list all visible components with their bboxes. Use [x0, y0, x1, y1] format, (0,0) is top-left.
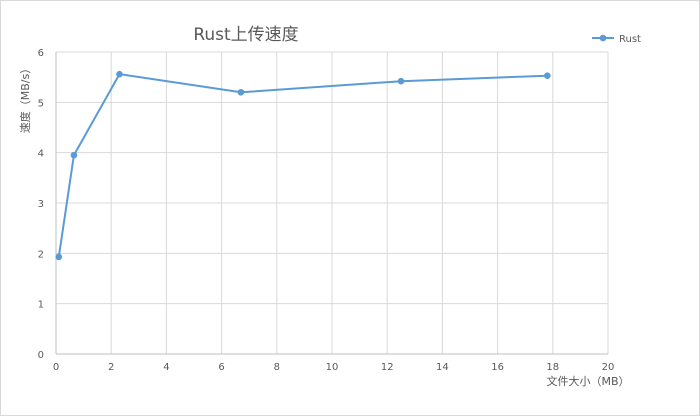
y-tick-label: 1 — [38, 300, 44, 311]
legend: Rust — [592, 34, 641, 45]
x-tick-label: 6 — [218, 362, 224, 373]
x-tick-label: 10 — [326, 362, 339, 373]
y-tick-label: 4 — [38, 149, 44, 160]
data-point — [237, 88, 245, 96]
y-tick-label: 5 — [38, 98, 44, 109]
y-tick-label: 0 — [38, 350, 44, 361]
series-layer — [55, 70, 551, 261]
x-tick-label: 2 — [108, 362, 114, 373]
x-tick-label: 4 — [163, 362, 169, 373]
data-point — [116, 70, 123, 78]
y-axis-label: 速度（MB/s） — [18, 63, 32, 133]
x-tick-label: 20 — [602, 362, 615, 373]
data-point — [397, 77, 405, 85]
series-line-rust — [57, 73, 548, 258]
grid-lines — [56, 51, 609, 354]
legend-label: Rust — [619, 34, 641, 45]
legend-marker — [599, 34, 607, 42]
data-point — [70, 151, 78, 159]
data-point — [543, 72, 551, 79]
chart-title: Rust上传速度 — [193, 25, 298, 45]
data-point — [55, 253, 63, 261]
axes — [55, 52, 608, 355]
x-tick-label: 0 — [53, 362, 59, 373]
y-tick-label: 6 — [38, 48, 44, 59]
x-tick-label: 12 — [381, 362, 394, 373]
x-axis-label: 文件大小（MB） — [546, 374, 629, 388]
y-tick-label: 3 — [38, 199, 44, 210]
x-tick-label: 8 — [274, 362, 280, 373]
x-tick-label: 18 — [546, 362, 559, 373]
y-tick-label: 2 — [38, 249, 44, 260]
x-tick-label: 16 — [491, 362, 504, 373]
x-tick-label: 14 — [436, 362, 449, 373]
